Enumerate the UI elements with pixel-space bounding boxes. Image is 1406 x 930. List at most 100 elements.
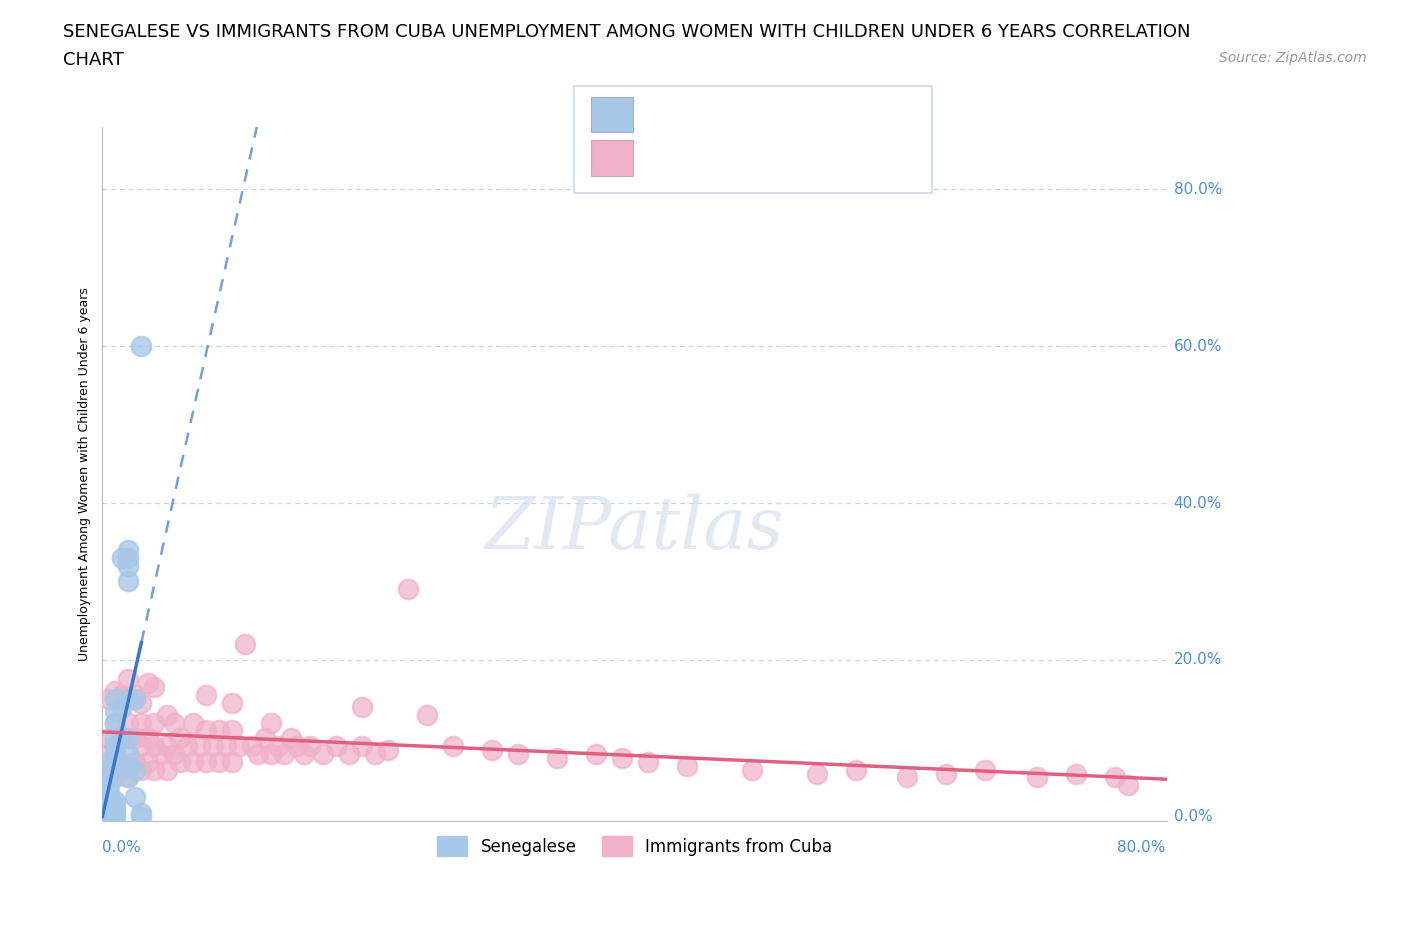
Point xyxy=(104,715,127,730)
Point xyxy=(156,738,179,753)
Point xyxy=(124,731,146,746)
Point xyxy=(546,751,568,765)
Text: 0.0%: 0.0% xyxy=(1174,809,1212,824)
Point xyxy=(143,680,166,695)
Point xyxy=(299,738,322,753)
Point xyxy=(136,754,159,769)
Point xyxy=(149,747,172,762)
Point xyxy=(97,802,120,817)
Point xyxy=(104,692,127,707)
Point xyxy=(104,802,127,817)
Point xyxy=(396,582,419,597)
Point xyxy=(97,805,120,820)
Point xyxy=(240,738,263,753)
Point xyxy=(285,738,308,753)
Text: CHART: CHART xyxy=(63,51,124,69)
Point xyxy=(104,731,127,746)
Point xyxy=(97,770,120,785)
Point xyxy=(169,754,191,769)
Point xyxy=(97,747,120,762)
Text: SENEGALESE VS IMMIGRANTS FROM CUBA UNEMPLOYMENT AMONG WOMEN WITH CHILDREN UNDER : SENEGALESE VS IMMIGRANTS FROM CUBA UNEMP… xyxy=(63,23,1191,41)
Point xyxy=(124,790,146,804)
Point xyxy=(169,731,191,746)
Point xyxy=(136,676,159,691)
Point xyxy=(208,723,231,737)
Point xyxy=(124,763,146,777)
Point xyxy=(111,687,134,702)
Point xyxy=(143,763,166,777)
Point xyxy=(181,715,204,730)
Point xyxy=(104,715,127,730)
Point xyxy=(208,754,231,769)
Point xyxy=(131,738,153,753)
Point xyxy=(201,738,224,753)
Point xyxy=(117,672,139,687)
Point xyxy=(104,738,127,753)
Text: 0.0%: 0.0% xyxy=(103,840,141,856)
Point xyxy=(104,684,127,698)
Point xyxy=(97,692,120,707)
Text: R =  0.499   N = 43: R = 0.499 N = 43 xyxy=(644,105,820,124)
Point xyxy=(117,551,139,565)
Point xyxy=(228,738,250,753)
Point xyxy=(441,738,464,753)
Point xyxy=(352,738,374,753)
Point xyxy=(131,805,153,820)
Point xyxy=(104,770,127,785)
Point xyxy=(143,715,166,730)
Point xyxy=(104,747,127,762)
Point xyxy=(337,747,360,762)
Point xyxy=(325,738,347,753)
Text: R = -0.361   N = 91: R = -0.361 N = 91 xyxy=(644,149,821,167)
Point xyxy=(97,763,120,777)
Point xyxy=(104,805,127,820)
Point xyxy=(131,715,153,730)
Point xyxy=(260,747,283,762)
Text: 40.0%: 40.0% xyxy=(1174,496,1222,511)
Point xyxy=(176,738,198,753)
Text: 20.0%: 20.0% xyxy=(1174,652,1222,668)
Point xyxy=(117,715,139,730)
Point xyxy=(195,687,218,702)
Point xyxy=(117,758,139,773)
Legend: Senegalese, Immigrants from Cuba: Senegalese, Immigrants from Cuba xyxy=(430,830,839,862)
Point xyxy=(117,770,139,785)
Point xyxy=(111,731,134,746)
Point xyxy=(163,715,186,730)
Point xyxy=(215,738,238,753)
Point xyxy=(974,763,997,777)
Point xyxy=(377,743,399,758)
Point xyxy=(104,798,127,813)
Point xyxy=(637,754,659,769)
Point xyxy=(131,696,153,711)
Text: 80.0%: 80.0% xyxy=(1174,182,1222,197)
Point xyxy=(117,574,139,589)
Point xyxy=(131,809,153,824)
Point xyxy=(181,754,204,769)
Point xyxy=(610,751,633,765)
Point xyxy=(1064,766,1087,781)
Text: Source: ZipAtlas.com: Source: ZipAtlas.com xyxy=(1219,51,1367,65)
Point xyxy=(247,747,270,762)
Point xyxy=(188,738,211,753)
Point xyxy=(364,747,387,762)
Point xyxy=(117,558,139,573)
Point xyxy=(156,708,179,723)
Text: ZIPatlas: ZIPatlas xyxy=(485,494,785,565)
Point xyxy=(131,339,153,353)
Point xyxy=(104,738,127,753)
Point xyxy=(97,763,120,777)
Point xyxy=(935,766,957,781)
Point xyxy=(741,763,763,777)
Point xyxy=(111,551,134,565)
Point xyxy=(221,696,243,711)
Point xyxy=(97,786,120,801)
Point xyxy=(104,754,127,769)
Point xyxy=(124,687,146,702)
Point xyxy=(1116,777,1139,792)
Point xyxy=(195,723,218,737)
Point xyxy=(416,708,439,723)
Text: 80.0%: 80.0% xyxy=(1116,840,1166,856)
Point xyxy=(156,763,179,777)
Point xyxy=(1104,770,1126,785)
